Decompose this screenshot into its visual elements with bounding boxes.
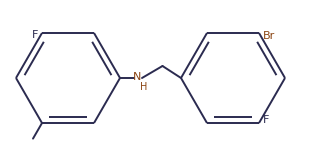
Text: Br: Br <box>263 31 275 41</box>
Text: F: F <box>32 30 38 40</box>
Text: F: F <box>263 115 269 125</box>
Text: H: H <box>140 82 147 92</box>
Text: N: N <box>133 72 141 82</box>
